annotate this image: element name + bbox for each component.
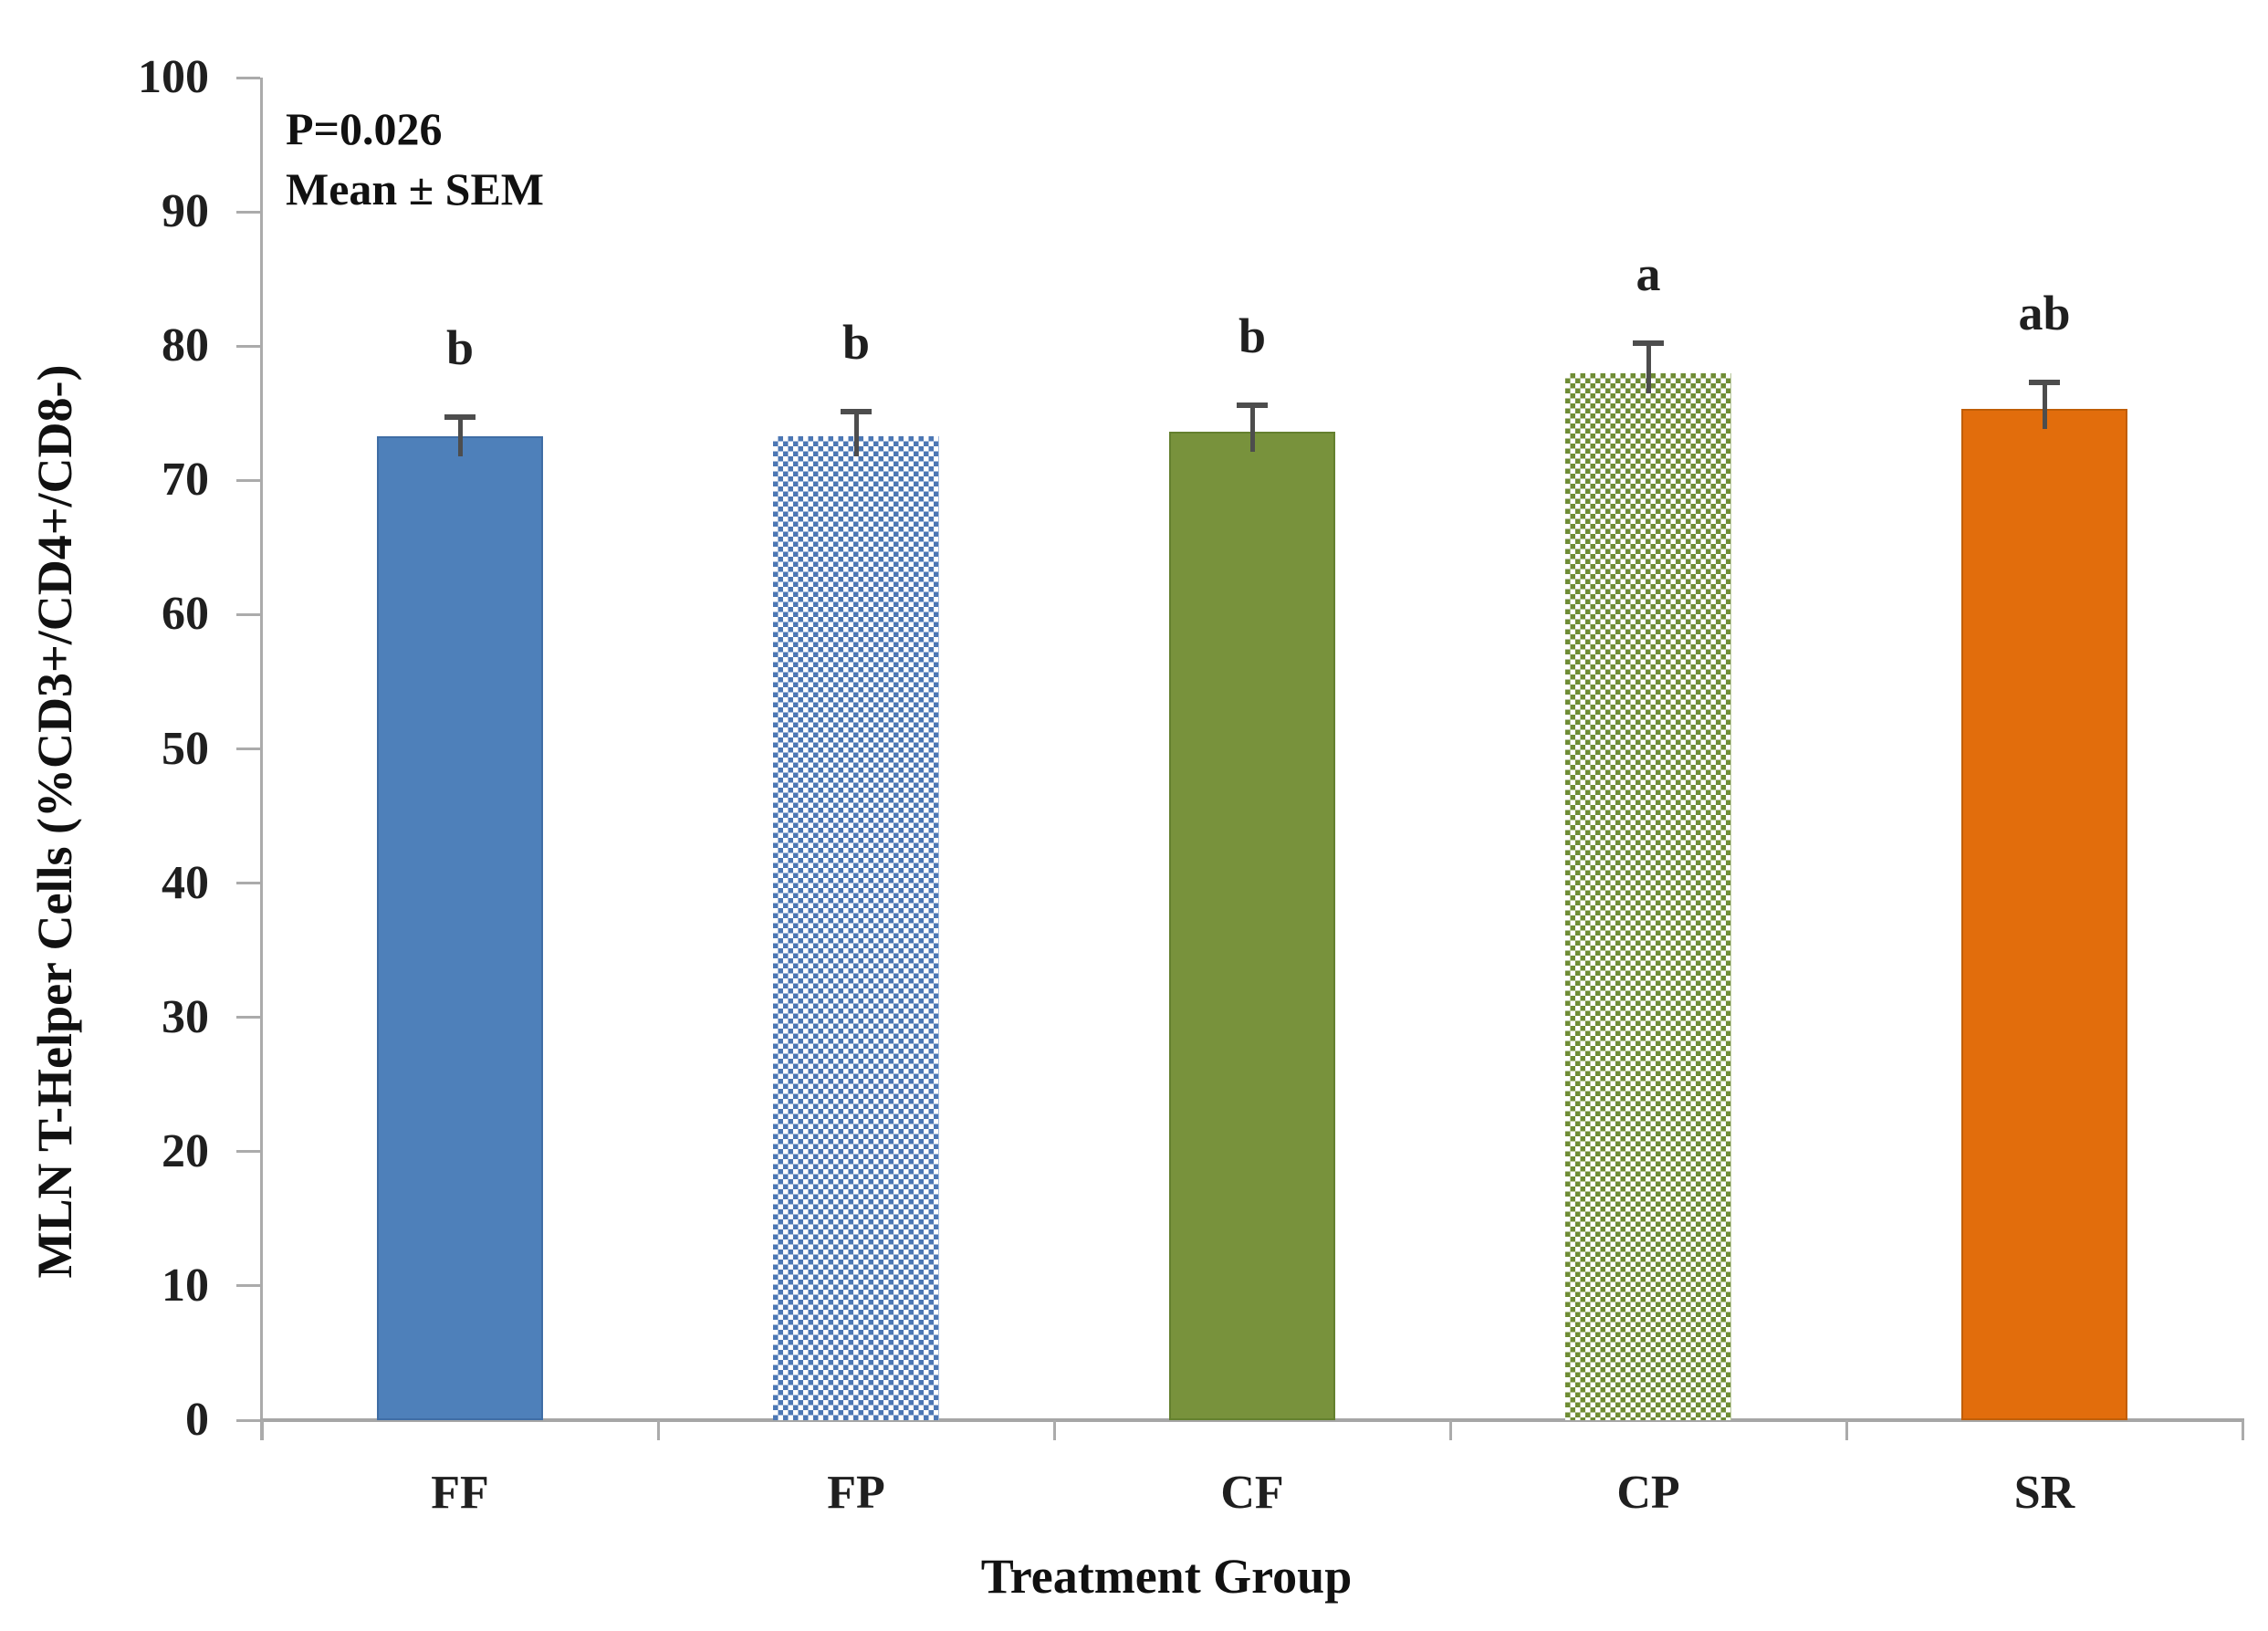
bar-cp bbox=[1565, 372, 1731, 1420]
x-axis-tick bbox=[260, 1420, 264, 1440]
y-axis-tick-label: 100 bbox=[138, 51, 209, 103]
y-axis-tick bbox=[236, 748, 260, 750]
bar-cf bbox=[1169, 432, 1335, 1420]
y-axis-line bbox=[260, 78, 263, 1440]
y-axis-tick bbox=[236, 1150, 260, 1154]
y-axis-tick bbox=[236, 612, 260, 616]
error-bar-cap bbox=[1237, 402, 1268, 408]
y-axis-tick bbox=[236, 882, 260, 885]
y-axis-tick bbox=[236, 1016, 260, 1019]
y-axis-tick-label: 20 bbox=[162, 1124, 209, 1177]
y-axis-tick bbox=[236, 76, 260, 79]
x-category-label-fp: FP bbox=[827, 1467, 885, 1519]
x-category-label-sr: SR bbox=[2013, 1467, 2075, 1519]
error-bar-cap bbox=[2029, 379, 2060, 385]
plot-area: 0 10 20 30 40 50 60 70 80 90 100 b FF b FP b CF a CP ab SR bbox=[138, 51, 2244, 1519]
y-axis-tick-label: 40 bbox=[162, 856, 209, 909]
x-axis-tick bbox=[1845, 1420, 1848, 1440]
x-axis-line bbox=[260, 1418, 2244, 1422]
y-axis-tick bbox=[236, 478, 260, 482]
error-bar-stem bbox=[1249, 407, 1255, 453]
error-bar-stem bbox=[2042, 384, 2047, 430]
error-bar-cap bbox=[841, 409, 872, 415]
x-axis-tick bbox=[1052, 1420, 1056, 1440]
y-axis-tick-label: 80 bbox=[162, 319, 209, 372]
y-axis-tick bbox=[236, 344, 260, 348]
x-axis-tick bbox=[656, 1420, 660, 1440]
sig-letter-cp: a bbox=[1636, 246, 1661, 302]
y-axis-tick-label: 10 bbox=[162, 1259, 209, 1312]
y-axis-tick-label: 0 bbox=[185, 1394, 209, 1446]
y-axis-tick bbox=[236, 1284, 260, 1288]
bar-ff bbox=[377, 435, 543, 1420]
error-bar-stem bbox=[457, 420, 463, 456]
error-bar-stem bbox=[1646, 346, 1651, 393]
x-axis-tick bbox=[2241, 1420, 2244, 1440]
error-bar-stem bbox=[853, 414, 859, 456]
sig-letter-fp: b bbox=[841, 315, 871, 371]
sig-letter-ff: b bbox=[445, 320, 475, 376]
x-category-label-cp: CP bbox=[1616, 1467, 1680, 1519]
y-axis-tick-label: 50 bbox=[162, 722, 209, 775]
x-axis-tick bbox=[1448, 1420, 1452, 1440]
x-axis-title: Treatment Group bbox=[980, 1549, 1353, 1604]
stats-annotation: P=0.026 Mean ± SEM bbox=[286, 99, 544, 219]
bar-sr bbox=[1961, 409, 2127, 1420]
sig-letter-sr: ab bbox=[2018, 285, 2071, 340]
x-category-label-ff: FF bbox=[431, 1467, 489, 1519]
y-axis-tick-label: 30 bbox=[162, 990, 209, 1043]
sig-letter-cf: b bbox=[1238, 308, 1267, 363]
y-axis-tick-label: 70 bbox=[162, 454, 209, 507]
y-axis-tick-label: 60 bbox=[162, 588, 209, 641]
error-bar-cap bbox=[444, 414, 476, 421]
p-value-text: P=0.026 bbox=[286, 103, 443, 154]
x-category-label-cf: CF bbox=[1220, 1467, 1284, 1519]
error-bar-cap bbox=[1633, 340, 1664, 347]
y-axis-tick-label: 90 bbox=[162, 185, 209, 238]
y-axis-tick bbox=[236, 210, 260, 214]
mean-sem-text: Mean ± SEM bbox=[286, 163, 544, 214]
y-axis-tick bbox=[236, 1418, 260, 1422]
bar-fp bbox=[773, 435, 939, 1420]
